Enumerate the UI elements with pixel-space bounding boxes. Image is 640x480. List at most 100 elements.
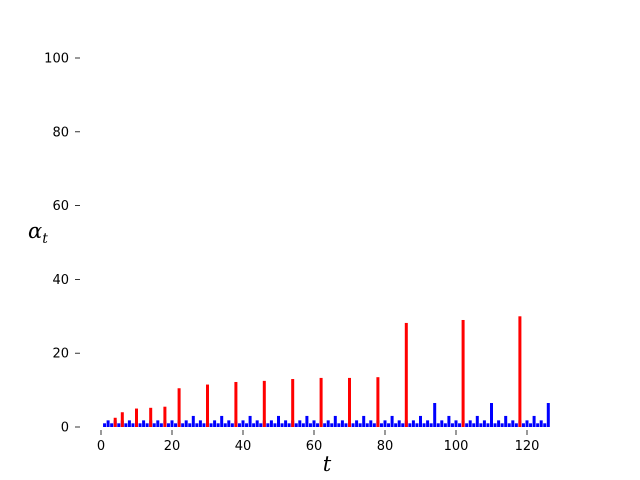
bar [426,420,430,427]
bar [234,381,238,427]
y-tick-label: 40 [52,273,69,288]
bar [443,423,447,427]
bar [390,415,394,427]
bar [479,423,483,427]
bar [422,423,426,427]
bar [447,415,451,427]
bar [401,423,405,427]
bar [468,420,472,427]
bar [117,423,121,427]
bar [156,420,160,427]
bar [202,423,206,427]
bar [188,423,192,427]
bar [159,423,163,427]
bar [507,423,511,427]
bar [138,423,142,427]
x-tick: 100 [444,430,469,454]
bar [237,423,241,427]
bar [493,423,497,427]
bar [195,423,199,427]
y-tick: 40 [52,273,80,288]
bar [365,423,369,427]
bar [440,420,444,427]
bar [298,420,302,427]
bar [301,423,305,427]
bar [362,415,366,427]
y-axis-label-main: α [28,219,42,243]
bar [255,420,259,427]
bar [220,415,224,427]
bar [166,423,170,427]
bar [372,423,376,427]
bar [376,377,380,427]
bar [511,420,515,427]
x-tick-label: 40 [235,439,252,454]
bar [177,388,181,427]
bar [280,423,284,427]
bar [450,423,454,427]
bar [465,423,469,427]
bar [500,423,504,427]
bar [308,423,312,427]
bar [319,377,323,427]
bar [316,423,320,427]
y-tick-label: 100 [44,52,69,67]
bar [340,420,344,427]
bar [458,423,462,427]
bar [106,420,110,427]
bar [152,423,156,427]
y-tick-label: 60 [52,199,69,214]
y-axis-label: αt [28,219,48,247]
bar [110,423,114,427]
bar [536,423,540,427]
y-tick-label: 80 [52,125,69,140]
x-tick-label: 120 [515,439,540,454]
bar [142,420,146,427]
bar [387,423,391,427]
bar [490,403,493,427]
bar [525,420,529,427]
bar [135,408,138,427]
bar [252,423,256,427]
bar [419,415,422,427]
bar [241,420,245,427]
bar [273,423,277,427]
bar [305,415,309,427]
bar [206,384,209,427]
bar [277,415,280,427]
x-tick: 40 [235,430,252,454]
bar [184,420,188,427]
bar [269,420,273,427]
bar [181,423,185,427]
y-axis-label-subscript: t [42,231,48,247]
x-tick: 60 [306,430,323,454]
bar [355,420,359,427]
bar [348,377,351,427]
x-axis: 0 20 40 60 80 100 120 [97,430,540,454]
bar [330,423,334,427]
bar [475,415,479,427]
x-tick-label: 20 [164,439,181,454]
bar [408,423,412,427]
x-tick-label: 100 [444,439,469,454]
plot-area [103,316,550,428]
bar [532,415,536,427]
bar [369,420,373,427]
x-tick: 80 [377,430,393,454]
bar [397,420,401,427]
y-tick: 0 [61,421,80,436]
bar [546,403,550,427]
bar [284,420,288,427]
x-tick-label: 60 [306,439,323,454]
bar [191,415,195,427]
x-tick: 0 [97,430,105,454]
bar [113,417,117,427]
bar [312,420,316,427]
bar [543,423,547,427]
bar [145,423,149,427]
bar [404,322,408,427]
bar [198,420,202,427]
bar [213,420,217,427]
bar [486,423,490,427]
bar [358,423,362,427]
